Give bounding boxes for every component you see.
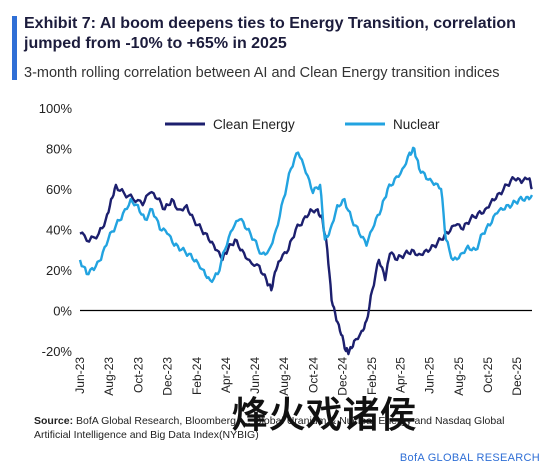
- x-tick-label: Apr-25: [393, 357, 407, 393]
- source-note: Source: BofA Global Research, Bloomberg,…: [34, 414, 540, 442]
- chart-title: Exhibit 7: AI boom deepens ties to Energ…: [24, 15, 516, 52]
- x-tick-label: Aug-25: [452, 357, 466, 396]
- y-tick-label: 0%: [53, 304, 72, 319]
- source-text: BofA Global Research, Bloomberg, ... Glo…: [34, 415, 505, 441]
- legend-label: Nuclear: [393, 117, 440, 132]
- series-line-nuclear: [78, 146, 534, 283]
- x-tick-label: Feb-24: [190, 357, 204, 395]
- x-tick-label: Jun-23: [73, 357, 87, 394]
- x-tick-label: Dec-24: [336, 357, 350, 396]
- x-tick-label: Oct-25: [481, 357, 495, 393]
- series-line-clean-energy: [79, 176, 534, 356]
- x-tick-label: Dec-23: [161, 357, 175, 396]
- bofa-credit: BofA GLOBAL RESEARCH: [399, 452, 540, 464]
- x-tick-label: Feb-25: [365, 357, 379, 395]
- y-tick-label: 80%: [46, 142, 72, 157]
- y-tick-label: -20%: [42, 344, 73, 359]
- legend-label: Clean Energy: [213, 117, 295, 132]
- x-tick-label: Jun-24: [248, 357, 262, 394]
- y-tick-label: 100%: [39, 101, 73, 116]
- x-tick-label: Aug-23: [102, 357, 116, 396]
- y-tick-label: 40%: [46, 223, 72, 238]
- x-tick-label: Dec-25: [510, 357, 524, 396]
- x-tick-label: Aug-24: [277, 357, 291, 396]
- correlation-line-chart: -20% 0% 20% 40% 60% 80% 100% Jun-23 Aug-23 Oct-23…: [39, 101, 534, 396]
- x-tick-label: Oct-24: [306, 357, 320, 393]
- chart-subtitle: 3-month rolling correlation between AI a…: [24, 65, 500, 81]
- x-tick-label: Apr-24: [219, 357, 233, 393]
- title-accent-bar: [12, 16, 17, 80]
- x-tick-label: Jun-25: [423, 357, 437, 394]
- y-tick-label: 60%: [46, 182, 72, 197]
- x-tick-label: Oct-23: [131, 357, 145, 393]
- y-tick-label: 20%: [46, 263, 72, 278]
- source-label: Source:: [34, 415, 74, 427]
- watermark-text: 烽火戏诸侯: [232, 395, 418, 436]
